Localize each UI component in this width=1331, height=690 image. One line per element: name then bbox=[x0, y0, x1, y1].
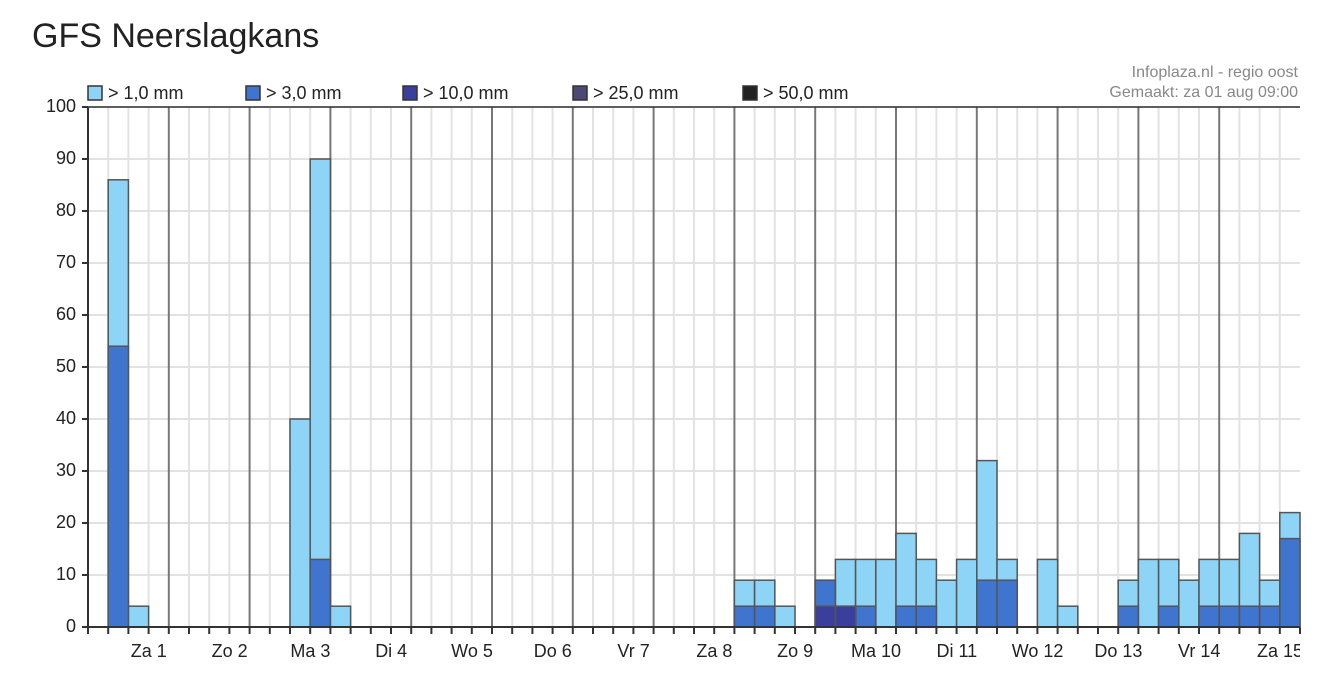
bar bbox=[1238, 605, 1261, 628]
bar bbox=[1258, 605, 1281, 628]
y-tick-label: 60 bbox=[56, 304, 76, 324]
bar bbox=[1198, 605, 1220, 628]
bar bbox=[1178, 579, 1200, 628]
bar bbox=[127, 605, 150, 628]
legend-label: > 25,0 mm bbox=[593, 83, 679, 103]
bar bbox=[753, 605, 776, 628]
bar bbox=[309, 158, 332, 628]
x-tick-label: Do 13 bbox=[1094, 641, 1142, 661]
bar bbox=[329, 605, 352, 628]
y-tick-label: 40 bbox=[56, 408, 76, 428]
made-note: Gemaakt: za 01 aug 09:00 bbox=[1109, 84, 1298, 101]
legend-swatch bbox=[87, 85, 103, 101]
x-tick-label: Zo 9 bbox=[777, 641, 813, 661]
y-tick-label: 20 bbox=[56, 512, 76, 532]
legend-swatch bbox=[245, 85, 261, 101]
legend-swatch bbox=[742, 85, 758, 101]
bar bbox=[1137, 558, 1160, 628]
bar bbox=[1218, 605, 1241, 628]
bar bbox=[976, 579, 998, 628]
bar bbox=[1056, 605, 1079, 628]
x-tick-label: Di 11 bbox=[936, 641, 977, 661]
x-tick-label: Zo 2 bbox=[212, 641, 248, 661]
y-tick-label: 0 bbox=[66, 616, 76, 636]
bar bbox=[996, 579, 1018, 628]
bar bbox=[1279, 537, 1301, 628]
bar bbox=[875, 558, 897, 628]
bar bbox=[309, 558, 332, 628]
bar bbox=[107, 345, 130, 628]
bar bbox=[955, 558, 978, 628]
bar bbox=[814, 605, 837, 628]
bar bbox=[1036, 558, 1059, 628]
legend-swatch bbox=[572, 85, 588, 101]
legend-swatch bbox=[402, 85, 418, 101]
x-tick-label: Ma 3 bbox=[290, 641, 330, 661]
y-tick-label: 90 bbox=[56, 148, 76, 168]
x-tick-label: Za 15 bbox=[1257, 641, 1303, 661]
y-tick-label: 50 bbox=[56, 356, 76, 376]
bar bbox=[935, 579, 958, 628]
source-note: Infoplaza.nl - regio oost bbox=[1132, 64, 1299, 81]
legend-label: > 50,0 mm bbox=[763, 83, 849, 103]
legend-label: > 3,0 mm bbox=[266, 83, 342, 103]
bar bbox=[733, 605, 756, 628]
legend-label: > 10,0 mm bbox=[423, 83, 509, 103]
x-tick-label: Wo 5 bbox=[451, 641, 493, 661]
chart-title: GFS Neerslagkans bbox=[32, 17, 319, 55]
bar bbox=[895, 605, 917, 628]
x-tick-label: Vr 14 bbox=[1178, 641, 1220, 661]
x-tick-label: Za 1 bbox=[131, 641, 167, 661]
bar bbox=[774, 605, 796, 628]
y-tick-label: 70 bbox=[56, 252, 76, 272]
x-tick-label: Ma 10 bbox=[851, 641, 901, 661]
y-tick-label: 80 bbox=[56, 200, 76, 220]
y-tick-label: 10 bbox=[56, 564, 76, 584]
bar bbox=[854, 605, 877, 628]
bar bbox=[1117, 605, 1140, 628]
bar bbox=[834, 605, 857, 628]
x-tick-label: Wo 12 bbox=[1012, 641, 1064, 661]
x-tick-label: Di 4 bbox=[375, 641, 407, 661]
y-tick-label: 30 bbox=[56, 460, 76, 480]
x-tick-label: Vr 7 bbox=[617, 641, 649, 661]
bar bbox=[915, 605, 938, 628]
bar bbox=[1157, 605, 1180, 628]
bar bbox=[289, 418, 311, 628]
x-tick-label: Za 8 bbox=[696, 641, 732, 661]
y-tick-label: 100 bbox=[46, 96, 76, 116]
x-tick-label: Do 6 bbox=[534, 641, 572, 661]
legend-label: > 1,0 mm bbox=[108, 83, 184, 103]
